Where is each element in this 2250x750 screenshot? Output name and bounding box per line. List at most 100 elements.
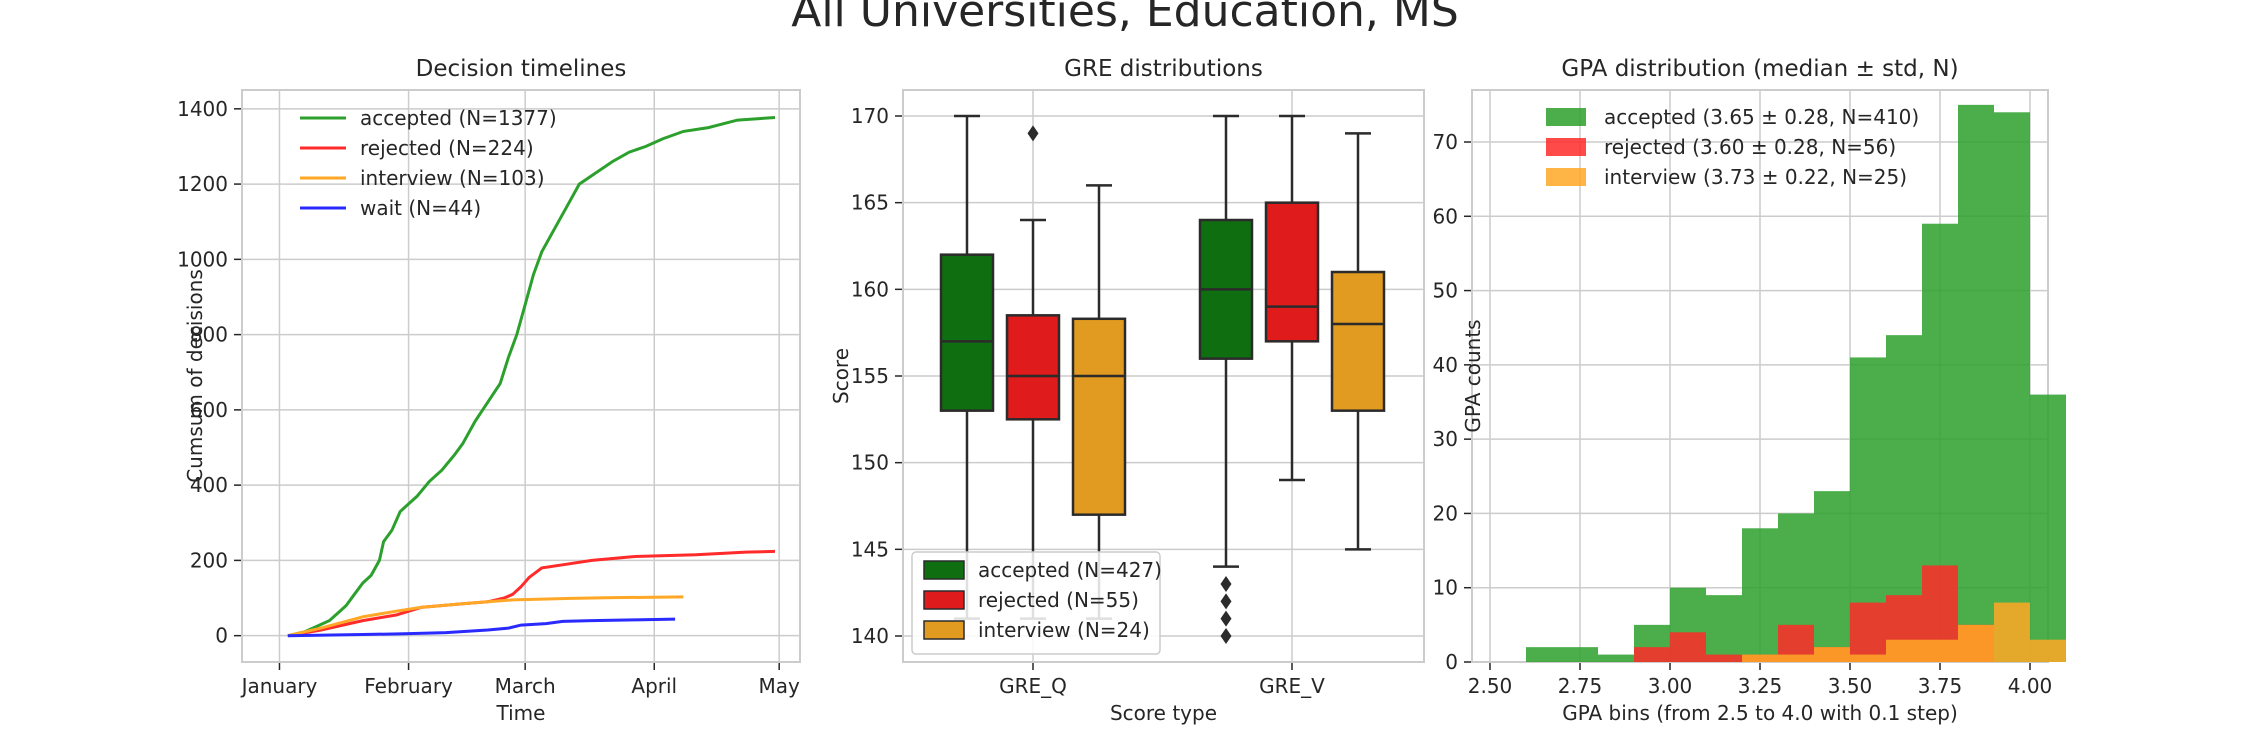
chart-title: GPA distribution (median ± std, N) bbox=[1561, 56, 1958, 82]
legend-label: accepted (N=427) bbox=[978, 558, 1162, 582]
y-tick-label: 160 bbox=[851, 277, 889, 301]
y-tick-label: 150 bbox=[851, 451, 889, 475]
series-line bbox=[287, 617, 676, 638]
x-tick-label: 2.75 bbox=[1558, 674, 1603, 698]
y-tick-label: 200 bbox=[190, 548, 228, 572]
y-tick-label: 0 bbox=[215, 624, 228, 648]
y-tick-label: 1000 bbox=[177, 247, 228, 271]
legend-label: rejected (N=55) bbox=[978, 588, 1139, 612]
y-tick-label: 40 bbox=[1433, 353, 1458, 377]
x-axis-label: Score type bbox=[1110, 701, 1217, 725]
y-tick-label: 10 bbox=[1433, 576, 1458, 600]
hist-bar-accepted bbox=[1958, 104, 1994, 663]
y-axis-label: GPA counts bbox=[1461, 319, 1485, 432]
hist-bar-accepted bbox=[1814, 491, 1850, 662]
y-tick-label: 800 bbox=[190, 323, 228, 347]
legend-label: rejected (3.60 ± 0.28, N=56) bbox=[1604, 135, 1896, 159]
hist-bar-accepted bbox=[1526, 647, 1562, 662]
x-axis-label: GPA bins (from 2.5 to 4.0 with 0.1 step) bbox=[1562, 701, 1958, 725]
hist-bar-rejected bbox=[1634, 647, 1670, 662]
hist-bar-accepted bbox=[1994, 112, 2030, 663]
legend-label: accepted (N=1377) bbox=[360, 106, 557, 130]
legend-swatch bbox=[923, 620, 965, 640]
y-tick-label: 165 bbox=[851, 191, 889, 215]
legend-swatch bbox=[923, 590, 965, 610]
x-tick-label: February bbox=[364, 674, 453, 698]
box-body bbox=[1071, 317, 1127, 516]
legend-swatch bbox=[923, 560, 965, 580]
y-tick-label: 70 bbox=[1433, 130, 1458, 154]
x-tick-label: 3.50 bbox=[1828, 674, 1873, 698]
x-tick-label: January bbox=[240, 674, 318, 698]
box-flier bbox=[1220, 576, 1232, 592]
y-tick-label: 170 bbox=[851, 104, 889, 128]
hist-bar-interview bbox=[1886, 639, 1922, 662]
legend-label: rejected (N=224) bbox=[360, 136, 534, 160]
x-tick-label: 3.00 bbox=[1648, 674, 1693, 698]
y-tick-label: 145 bbox=[851, 537, 889, 561]
box-flier bbox=[1220, 593, 1232, 610]
hist-bar-interview bbox=[1742, 654, 1778, 662]
series-line bbox=[287, 595, 684, 638]
hist-bar-interview bbox=[1850, 654, 1886, 662]
y-tick-label: 30 bbox=[1433, 427, 1458, 451]
legend-label: accepted (3.65 ± 0.28, N=410) bbox=[1604, 105, 1919, 129]
x-tick-label: 4.00 bbox=[2008, 674, 2053, 698]
box-body bbox=[1330, 270, 1386, 412]
chart-title: GRE distributions bbox=[1064, 56, 1263, 82]
box-flier bbox=[1220, 610, 1232, 627]
x-tick-label: May bbox=[758, 674, 800, 698]
hist-bar-accepted bbox=[2030, 394, 2066, 662]
y-tick-label: 400 bbox=[190, 473, 228, 497]
plot-frame bbox=[241, 89, 801, 663]
hist-bar-interview bbox=[1958, 624, 1994, 662]
y-axis-label: Score bbox=[829, 348, 853, 404]
hist-bar-rejected bbox=[1850, 602, 1886, 662]
hist-bar-accepted bbox=[1562, 647, 1598, 662]
x-tick-label: 3.75 bbox=[1918, 674, 1963, 698]
box-body bbox=[1264, 201, 1320, 343]
hist-bar-rejected bbox=[1670, 632, 1706, 662]
y-tick-label: 600 bbox=[190, 398, 228, 422]
hist-bar-accepted bbox=[1706, 595, 1742, 662]
x-tick-label: 3.25 bbox=[1738, 674, 1783, 698]
legend-label: wait (N=44) bbox=[360, 196, 481, 220]
y-tick-label: 50 bbox=[1433, 279, 1458, 303]
legend-label: interview (N=103) bbox=[360, 166, 545, 190]
box-flier bbox=[1220, 628, 1232, 644]
x-tick-label: April bbox=[631, 674, 677, 698]
box-body bbox=[1005, 314, 1061, 421]
legend-label: interview (N=24) bbox=[978, 618, 1150, 642]
hist-bar-accepted bbox=[1598, 654, 1634, 662]
hist-bar-accepted bbox=[1742, 528, 1778, 662]
chart-title: Decision timelines bbox=[416, 56, 627, 82]
y-tick-label: 0 bbox=[1445, 650, 1458, 674]
y-tick-label: 155 bbox=[851, 364, 889, 388]
x-tick-label: 2.50 bbox=[1468, 674, 1513, 698]
series-line bbox=[287, 549, 776, 638]
hist-bar-interview bbox=[2030, 639, 2066, 662]
y-tick-label: 1200 bbox=[177, 172, 228, 196]
plot-frame bbox=[902, 89, 1425, 663]
legend-box bbox=[911, 551, 1161, 655]
x-axis-label: Time bbox=[496, 701, 546, 725]
figure-title: All Universities, Education, MS bbox=[791, 0, 1459, 37]
legend-label: interview (3.73 ± 0.22, N=25) bbox=[1604, 165, 1907, 189]
legend-swatch bbox=[1546, 168, 1586, 186]
box-body bbox=[939, 253, 995, 412]
y-axis-label: Cumsum of decisions bbox=[183, 269, 207, 483]
x-tick-label: March bbox=[495, 674, 556, 698]
series-line bbox=[287, 116, 776, 638]
hist-bar-interview bbox=[1778, 654, 1814, 662]
hist-bar-interview bbox=[1922, 639, 1958, 662]
hist-bar-rejected bbox=[1706, 654, 1742, 662]
box-flier bbox=[1027, 125, 1039, 142]
y-tick-label: 1400 bbox=[177, 97, 228, 121]
y-tick-label: 60 bbox=[1433, 204, 1458, 228]
legend-swatch bbox=[1546, 108, 1586, 126]
x-tick-label: GRE_Q bbox=[999, 674, 1067, 698]
x-tick-label: GRE_V bbox=[1259, 674, 1325, 698]
y-tick-label: 20 bbox=[1433, 501, 1458, 525]
y-tick-label: 140 bbox=[851, 624, 889, 648]
